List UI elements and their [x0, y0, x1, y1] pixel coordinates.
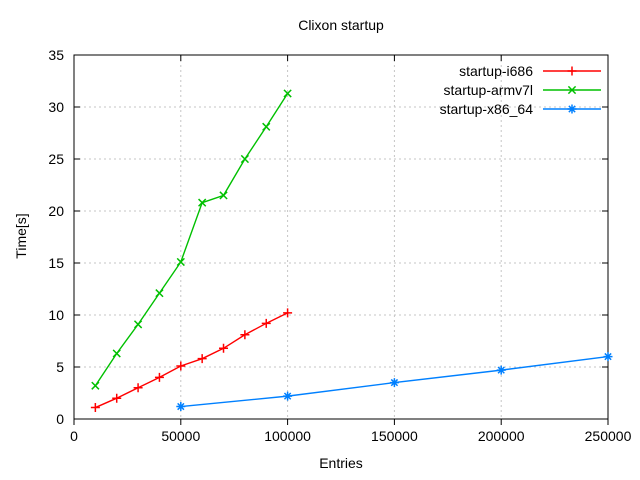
data-point-marker [176, 257, 185, 267]
data-point-marker [283, 391, 293, 401]
data-point-marker [197, 354, 207, 364]
data-point-marker [219, 343, 229, 353]
series-markers-startup-i686 [90, 308, 293, 413]
data-point-marker [112, 393, 122, 403]
data-point-marker [283, 89, 292, 98]
series-markers-startup-armv7l [91, 89, 292, 390]
legend-item-startup-i686: startup-i686 [440, 61, 602, 80]
data-point-marker [496, 365, 506, 375]
data-point-marker [603, 352, 613, 362]
legend-sample-plus-icon [543, 66, 601, 75]
data-point-marker [283, 308, 293, 318]
legend-item-startup-x86_64: startup-x86_64 [440, 99, 602, 118]
data-point-marker [176, 402, 186, 412]
x-tick-label: 150000 [371, 428, 418, 444]
x-tick-label: 100000 [264, 428, 311, 444]
plot-border [73, 54, 609, 420]
data-point-marker [261, 318, 271, 328]
y-tick-label: 5 [56, 359, 64, 375]
legend-sample-cross-icon [543, 85, 601, 94]
legend-sample-asterisk-icon [543, 104, 601, 113]
tick-marks [73, 54, 609, 425]
x-tick-label: 200000 [478, 428, 525, 444]
y-tick-label: 35 [48, 47, 64, 63]
legend: startup-i686 startup-armv7l startup-x86_64 [440, 61, 602, 118]
data-point-marker [133, 320, 143, 329]
data-point-marker [240, 154, 250, 164]
series-line-startup-armv7l [94, 93, 289, 387]
tick-labels: 0 50000 100000 150000 200000 250000 0 5 10 15 20 25… [48, 47, 631, 444]
legend-label: startup-i686 [459, 62, 533, 79]
legend-label: startup-x86_64 [439, 100, 533, 117]
y-tick-label: 25 [48, 151, 64, 167]
data-point-marker [389, 378, 399, 388]
data-point-marker [90, 403, 100, 413]
data-point-marker [240, 330, 250, 340]
x-tick-label: 0 [70, 428, 78, 444]
y-tick-label: 15 [48, 255, 64, 271]
y-tick-label: 20 [48, 203, 64, 219]
x-tick-label: 250000 [585, 428, 632, 444]
x-tick-label: 50000 [161, 428, 200, 444]
y-tick-label: 10 [48, 307, 64, 323]
data-point-marker [219, 191, 228, 200]
data-point-marker [112, 349, 121, 358]
gridlines [74, 55, 608, 419]
series-markers-startup-x86_64 [176, 352, 613, 412]
data-point-marker [133, 383, 143, 393]
data-point-marker [154, 372, 164, 382]
y-tick-label: 30 [48, 99, 64, 115]
data-point-marker [176, 361, 186, 371]
legend-label: startup-armv7l [443, 81, 533, 98]
data-point-marker [91, 381, 100, 390]
data-point-marker [155, 289, 164, 298]
y-tick-label: 0 [56, 411, 64, 427]
data-point-marker [262, 122, 271, 131]
data-point-marker [198, 198, 207, 207]
legend-item-startup-armv7l: startup-armv7l [440, 80, 602, 99]
series-line-startup-i686 [95, 312, 288, 409]
